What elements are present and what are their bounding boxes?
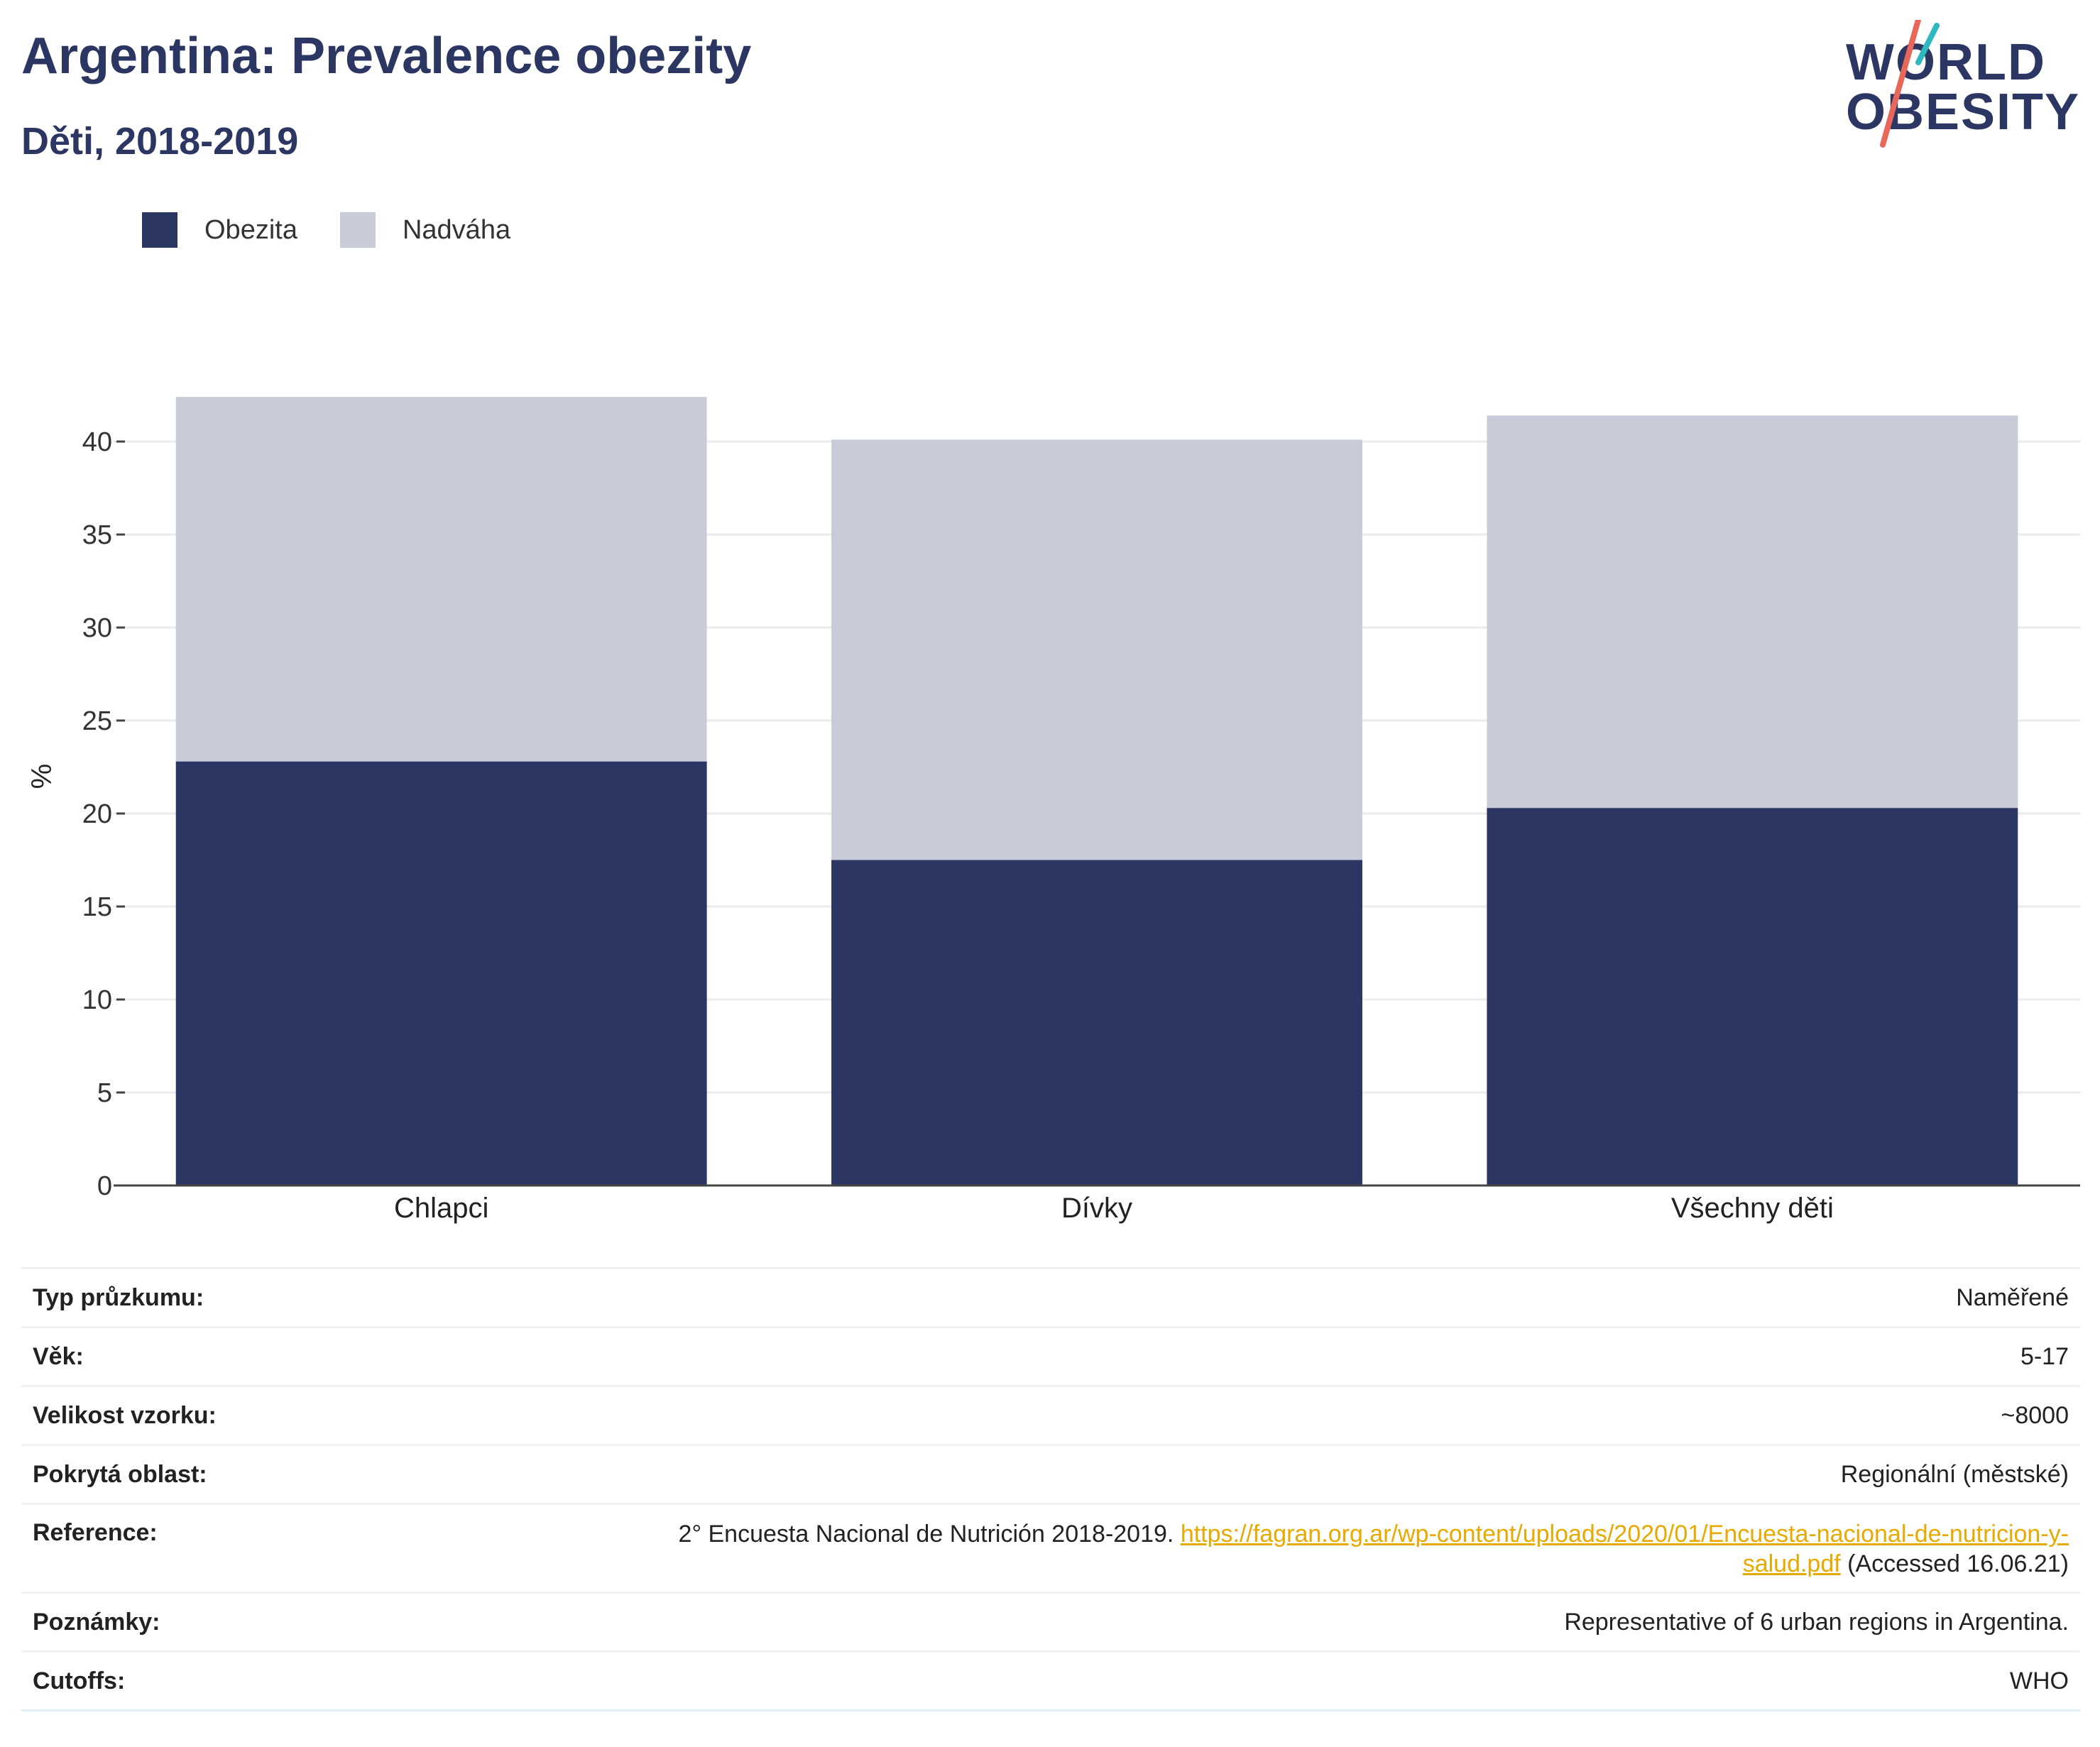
x-tick-label: Chlapci	[394, 1193, 488, 1224]
page-title: Argentina: Prevalence obezity	[21, 28, 752, 84]
reference-link-line1: https://fagran.org.ar/wp-content/uploads…	[1180, 1521, 2069, 1548]
logo-slash-icon	[1880, 20, 1940, 148]
y-tick-label: 0	[97, 1171, 112, 1201]
info-value: WHO	[399, 1650, 2080, 1712]
info-value: ~8000	[399, 1385, 2080, 1445]
info-value: Regionální (městské)	[399, 1444, 2080, 1504]
info-key: Poznámky:	[21, 1592, 399, 1652]
info-value: 5-17	[399, 1326, 2080, 1386]
legend-swatch-obezita	[142, 212, 177, 248]
legend-item-nadvaha[interactable]: Nadváha	[339, 212, 511, 248]
info-row-survey-type: Typ průzkumu: Naměřené	[21, 1267, 2080, 1327]
world-obesity-logo: WORLD OBESITY	[1846, 20, 2087, 155]
y-tick-label: 15	[82, 892, 112, 922]
bar-nadvaha-3	[1487, 415, 2018, 809]
bar-nadvaha-2	[831, 439, 1362, 860]
legend-swatch-nadvaha	[339, 212, 376, 248]
info-key: Velikost vzorku:	[21, 1385, 399, 1445]
page-subtitle: Děti, 2018-2019	[21, 120, 299, 163]
reference-accessed: (Accessed 16.06.21)	[1847, 1550, 2069, 1577]
logo-word-world: WORLD	[1846, 34, 2046, 91]
y-tick-label: 40	[82, 427, 112, 457]
reference-link[interactable]: https://fagran.org.ar/wp-content/uploads…	[1181, 1521, 2069, 1577]
info-value: Naměřené	[399, 1267, 2080, 1327]
bar-nadvaha-1	[175, 397, 707, 762]
chart-legend: Obezita Nadváha	[142, 210, 553, 250]
legend-label-nadvaha: Nadváha	[402, 214, 511, 245]
info-key: Reference:	[21, 1503, 399, 1593]
y-tick-label: 30	[82, 613, 112, 643]
stacked-bar-chart: 0 5 10 15 20 25 30 35 40% Chlapci Dívky Všechny dět…	[26, 397, 2080, 1224]
y-tick-label: 20	[82, 799, 112, 829]
reference-text: 2° Encuesta Nacional de Nutrición 2018-2…	[678, 1521, 1174, 1548]
y-tick-label: 35	[82, 520, 112, 550]
info-row-reference: Reference: 2° Encuesta Nacional de Nutri…	[21, 1503, 2080, 1593]
logo-slash-bottom	[1880, 20, 1921, 148]
info-row-notes: Poznámky: Representative of 6 urban regi…	[21, 1592, 2080, 1652]
legend-label-obezita: Obezita	[204, 214, 297, 245]
legend-item-obezita[interactable]: Obezita	[142, 212, 297, 248]
survey-info-table: Typ průzkumu: Naměřené Věk: 5-17 Velikos…	[21, 1267, 2080, 1712]
y-axis-label: %	[26, 764, 58, 789]
x-tick-label: Všechny děti	[1671, 1193, 1834, 1224]
bar-obezita-2	[831, 860, 1362, 1185]
info-row-coverage: Pokrytá oblast: Regionální (městské)	[21, 1444, 2080, 1504]
reference-value: 2° Encuesta Nacional de Nutrición 2018-2…	[399, 1503, 2080, 1593]
reference-link-line2: salud.pdf	[1742, 1550, 1841, 1577]
info-key: Pokrytá oblast:	[21, 1444, 399, 1504]
y-tick-label: 25	[82, 706, 112, 736]
info-row-sample-size: Velikost vzorku: ~8000	[21, 1385, 2080, 1445]
info-key: Typ průzkumu:	[21, 1267, 399, 1327]
bar-obezita-3	[1487, 808, 2018, 1185]
logo-slash-top	[1915, 23, 1940, 65]
y-tick-label: 10	[82, 985, 112, 1015]
info-row-cutoffs: Cutoffs: WHO	[21, 1650, 2080, 1712]
info-value: Representative of 6 urban regions in Arg…	[399, 1592, 2080, 1652]
bar-obezita-1	[175, 761, 707, 1185]
info-row-age: Věk: 5-17	[21, 1326, 2080, 1386]
y-tick-label: 5	[97, 1078, 112, 1108]
x-tick-label: Dívky	[1061, 1193, 1132, 1224]
info-key: Věk:	[21, 1326, 399, 1386]
info-key: Cutoffs:	[21, 1650, 399, 1712]
